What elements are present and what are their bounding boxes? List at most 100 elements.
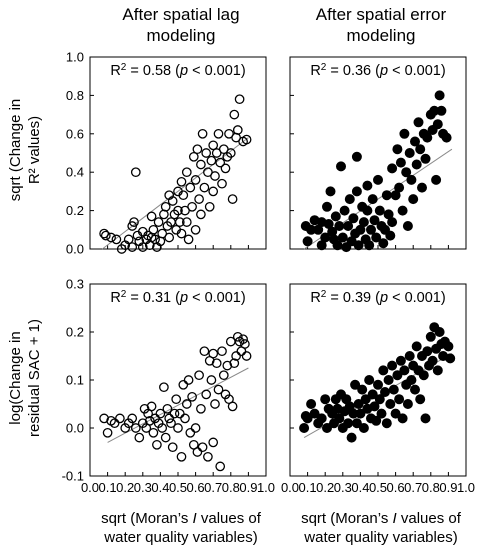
x-tick-label: 0.7 [404,480,422,495]
data-point [411,159,422,170]
data-point [420,413,431,424]
data-point [150,413,160,424]
data-point [217,178,227,189]
data-point [199,182,210,193]
y-tick-label: 0.3 [66,277,84,292]
data-point [309,408,320,419]
data-point [381,418,392,429]
column-title-right-line1: After spatial error [316,5,447,24]
y-tick-label: 0.4 [66,165,84,180]
data-point [399,365,410,376]
data-point [201,389,212,400]
data-point [127,242,138,252]
x-tick-label: 0.0 [281,480,299,495]
data-point [241,351,252,361]
data-point [388,384,399,395]
data-point [353,398,364,409]
data-point [190,224,201,235]
data-point [425,331,436,342]
data-point [364,374,375,385]
data-point [181,399,192,409]
data-point [367,194,378,205]
data-point [208,186,219,197]
x-tick-label: 0.5 [169,480,187,495]
data-point [240,339,250,349]
y-tick-label: 0.0 [66,242,84,257]
data-point [367,389,378,400]
data-point [208,348,219,359]
data-point [351,151,362,162]
data-point [194,370,204,381]
data-point [206,155,217,166]
ylabel-top-line1: sqrt (Change in [7,99,24,202]
x-tick-label: 0.9 [439,480,457,495]
data-point [390,408,401,419]
x-tick-label: 0.6 [387,480,405,495]
data-point [181,167,192,178]
data-point [227,401,238,412]
data-point [343,418,354,429]
data-point [376,408,387,419]
data-point [387,163,398,174]
ylabel-bottom: log(Change in residual SAC + 1) [7,319,43,437]
data-point [130,167,141,178]
y-tick-label: 0.2 [66,325,84,340]
data-point [316,413,327,424]
data-point [413,117,424,128]
data-point [378,238,389,249]
panel-bottom-left: 0.0 0.1 0.2 0.3 0.4 0.5 0.6 0.7 0.8 0.9 1.0-0.10.0… [62,277,275,496]
data-point [176,451,187,462]
data-point [365,224,376,235]
data-point [348,213,359,224]
data-point [402,220,413,231]
x-tick-label: 1.0 [457,480,475,495]
data-point [152,439,162,450]
data-point [130,423,141,433]
column-title-right-line2: modeling [347,26,416,45]
data-point [415,144,426,155]
data-point [210,171,220,181]
x-tick-label: 0.2 [116,480,134,495]
data-point [148,224,159,235]
data-point [397,205,408,216]
data-point [115,413,125,424]
data-point [229,358,240,369]
data-point [162,403,173,414]
data-point [148,427,159,438]
data-point [399,128,410,139]
data-point [185,182,196,193]
data-point [241,134,252,145]
data-point [387,360,398,371]
data-point [420,153,431,164]
x-tick-label: 0.4 [351,480,369,495]
data-point [385,230,396,241]
data-point [371,415,382,426]
data-point [167,196,178,206]
data-point [395,355,406,366]
data-point [208,140,219,151]
r-squared-annotation: R2 = 0.58 (p < 0.001) [110,62,245,80]
data-point [325,186,336,197]
data-point [364,240,375,251]
data-point [215,157,226,168]
data-point [197,128,208,139]
xlabel-left: sqrt (Moran’s I values of water quality … [101,510,262,546]
x-tick-label: 0.9 [239,480,257,495]
ylabel-bottom-line1: log(Change in [7,331,24,424]
x-tick-label: 0.3 [334,480,352,495]
panel-top-right: R2 = 0.36 (p < 0.001) [289,56,467,253]
data-point [362,205,373,216]
r-squared-annotation: R2 = 0.39 (p < 0.001) [310,289,445,307]
data-point [350,379,361,390]
data-point [358,217,369,228]
data-point [106,232,116,243]
x-tick-label: 0.3 [134,480,152,495]
data-point [392,370,403,381]
data-point [187,201,197,212]
x-tick-label: 0.1 [99,480,117,495]
data-point [321,422,332,433]
data-point [427,355,438,366]
data-point [232,331,243,342]
data-point [432,365,443,376]
r-squared-annotation: R2 = 0.31 (p < 0.001) [110,289,245,307]
